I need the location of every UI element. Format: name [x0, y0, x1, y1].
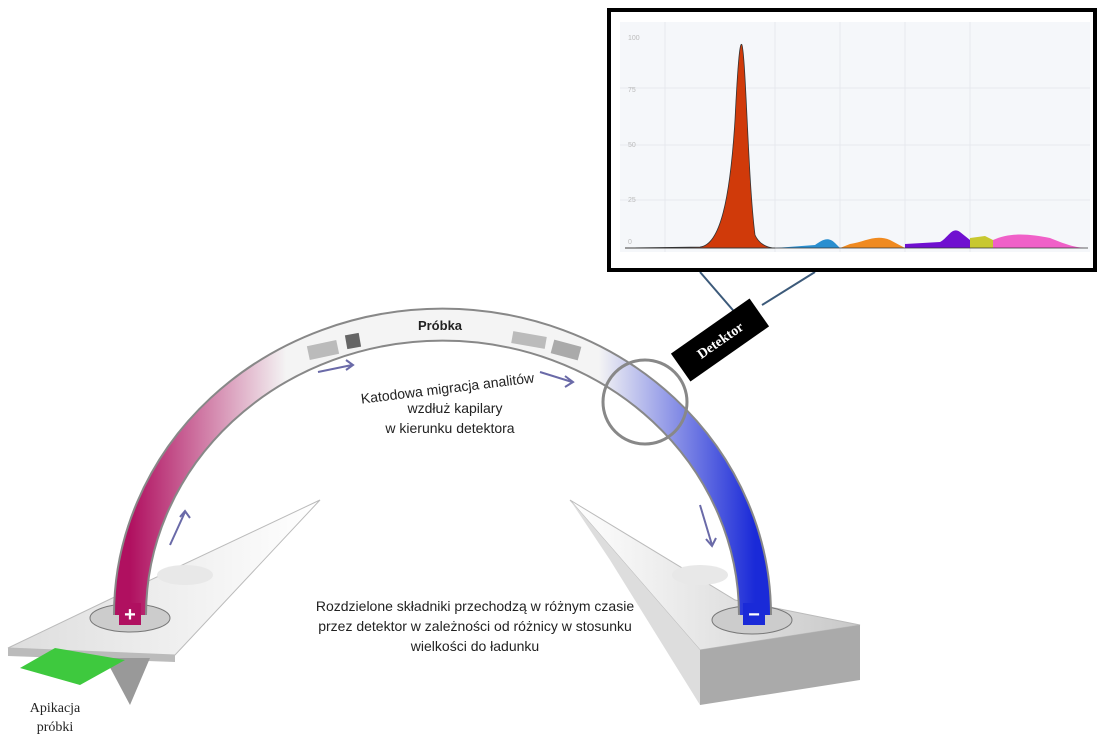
application-text: Apikacja — [30, 701, 81, 716]
anode-box — [119, 603, 141, 625]
inset-tick: 0 — [628, 239, 632, 246]
migration-text: w kierunku detektora — [384, 420, 514, 436]
cathode-box — [743, 603, 765, 625]
inset-tick: 25 — [628, 197, 636, 204]
inset-tick: 100 — [628, 35, 640, 42]
arrows — [169, 359, 717, 548]
sample-label: Próbka — [418, 318, 463, 333]
separation-text: wielkości do ładunku — [410, 638, 539, 654]
separation-text: Rozdzielone składniki przechodzą w różny… — [316, 598, 634, 614]
separation-text: przez detektor w zależności od różnicy w… — [318, 618, 632, 634]
detection-window — [601, 358, 689, 446]
inset-chart: 100 75 50 25 0 — [607, 8, 1097, 272]
band — [344, 332, 362, 350]
band — [511, 331, 547, 349]
connector — [699, 271, 739, 317]
left-platform — [7, 499, 321, 705]
connector — [761, 271, 816, 306]
detector: Detektor — [670, 298, 770, 382]
band — [550, 339, 582, 361]
migration-text: wzdłuż kapilary — [407, 400, 503, 416]
inset-tick: 75 — [628, 87, 636, 94]
capillary — [115, 309, 770, 616]
inset-tick: 50 — [628, 142, 636, 149]
anode-sign: + — [124, 604, 136, 626]
band — [306, 340, 340, 360]
cathode-sign: − — [748, 604, 760, 626]
application-text: próbki — [37, 720, 74, 735]
